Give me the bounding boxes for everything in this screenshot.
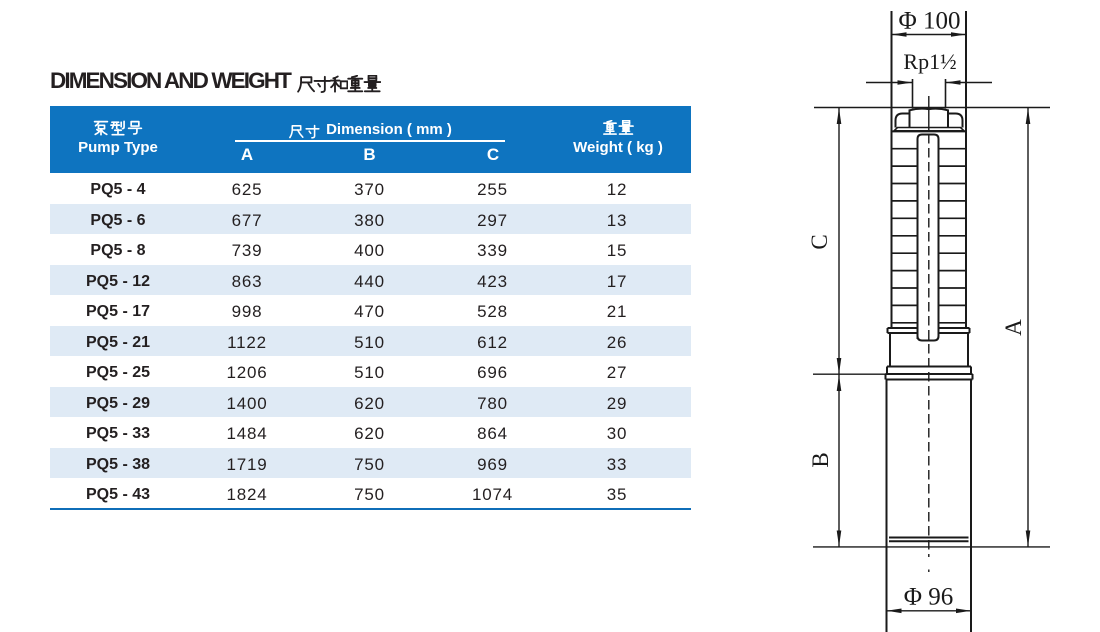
svg-text:Φ 100: Φ 100: [898, 8, 960, 35]
svg-text:Rp1½: Rp1½: [903, 49, 956, 74]
svg-text:A: A: [1001, 319, 1026, 336]
svg-text:Φ 96: Φ 96: [904, 584, 954, 611]
svg-text:C: C: [807, 234, 832, 249]
svg-text:B: B: [808, 452, 833, 467]
